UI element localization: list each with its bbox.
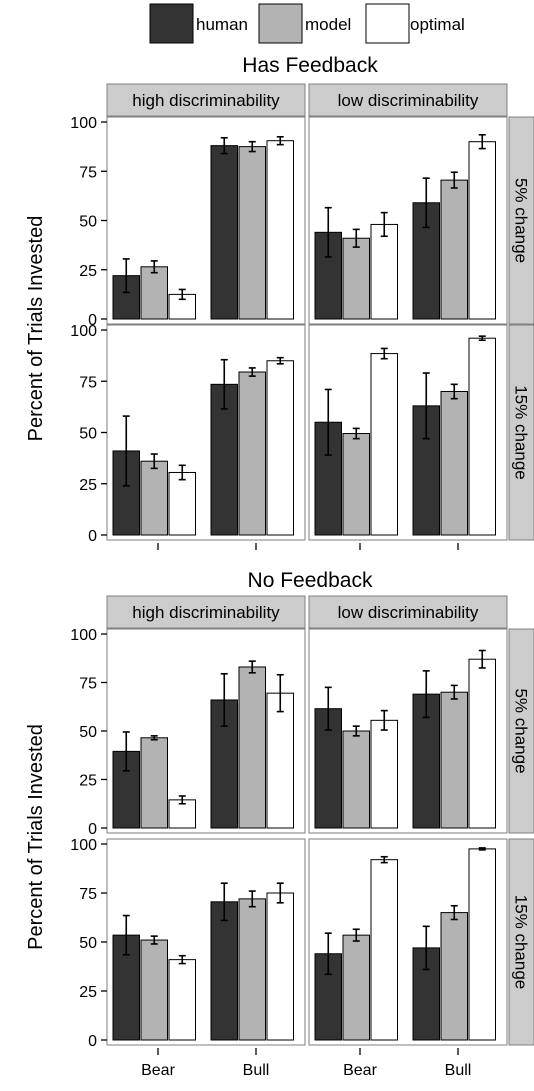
bar-optimal-bear: [370, 353, 398, 536]
y-tick-label: 75: [79, 374, 97, 391]
column-strip: [106, 83, 306, 117]
bar-model-bear: [140, 460, 168, 536]
bar-optimal-bull: [468, 337, 496, 536]
panel: [308, 324, 508, 541]
panel: 0 25 50 75 100: [70, 115, 306, 329]
panel: [308, 838, 508, 1046]
bar-model-bear: [342, 433, 370, 536]
bar-model-bull: [238, 666, 266, 829]
y-tick-label: 75: [79, 886, 97, 903]
y-tick-label: 75: [79, 164, 97, 181]
bar-model-bull: [238, 371, 266, 536]
bar-model-bull: [238, 146, 266, 320]
legend: human model optimal: [149, 3, 465, 44]
y-tick-label: 50: [79, 935, 97, 952]
bar-optimal-bull: [468, 848, 496, 1041]
bar-model-bull: [440, 179, 468, 320]
bar-optimal-bull: [266, 360, 294, 536]
column-strip: [106, 595, 306, 629]
y-tick-label: 0: [88, 1033, 97, 1050]
y-axis-label: Percent of Trials Invested: [25, 216, 47, 442]
bar-model-bear: [140, 266, 168, 320]
bar-human-bull: [210, 901, 238, 1041]
section-title: Has Feedback: [242, 54, 378, 77]
legend-swatch-human: [149, 3, 194, 44]
bar-optimal-bull: [266, 692, 294, 829]
row-strip: [508, 116, 534, 325]
bar-model-bull: [238, 898, 266, 1041]
bar-optimal-bull: [468, 658, 496, 829]
bar-optimal-bull: [266, 892, 294, 1041]
bar-model-bear: [342, 730, 370, 829]
legend-label-human: human: [196, 15, 248, 34]
bar-model-bear: [342, 934, 370, 1041]
chart-sections: Has Feedback high discriminability low dis…: [25, 54, 534, 1079]
panel: 0 25 50 75 100: [70, 837, 306, 1050]
column-strip-label: low discriminability: [338, 91, 479, 110]
x-tick-label: Bull: [445, 1062, 472, 1079]
section-no-feedback: No Feedback high discriminability low disc…: [25, 569, 534, 1079]
y-tick-label: 100: [70, 837, 97, 854]
section-has-feedback: Has Feedback high discriminability low dis…: [25, 54, 534, 550]
panel: [308, 628, 508, 834]
y-tick-label: 100: [70, 323, 97, 340]
y-tick-label: 100: [70, 115, 97, 132]
bar-human-bull: [210, 383, 238, 536]
column-strip-label: high discriminability: [132, 603, 280, 622]
row-strip-label: 5% change: [512, 178, 531, 263]
column-strip: [308, 595, 508, 629]
panel: 0 25 50 75 100: [70, 627, 306, 838]
bar-model-bull: [440, 691, 468, 829]
y-tick-label: 100: [70, 627, 97, 644]
panel: 0 25 50 75 100: [70, 323, 306, 545]
bar-optimal-bear: [370, 859, 398, 1041]
legend-swatch-optimal: [365, 3, 410, 44]
y-tick-label: 50: [79, 724, 97, 741]
row-strip: [508, 324, 534, 541]
column-strip-label: high discriminability: [132, 91, 280, 110]
y-tick-label: 50: [79, 214, 97, 231]
row-strip-label: 5% change: [512, 688, 531, 773]
y-tick-label: 25: [79, 263, 97, 280]
bar-model-bear: [342, 237, 370, 320]
row-strip-label: 15% change: [512, 895, 531, 990]
bar-optimal-bear: [370, 719, 398, 829]
legend-label-optimal: optimal: [410, 15, 465, 34]
row-strip-label: 15% change: [512, 385, 531, 480]
x-tick-label: Bull: [243, 1062, 270, 1079]
y-tick-label: 0: [88, 821, 97, 838]
bar-optimal-bear: [370, 223, 398, 320]
legend-label-model: model: [305, 15, 351, 34]
y-tick-label: 0: [88, 528, 97, 545]
panel: [308, 116, 508, 325]
y-tick-label: 0: [88, 312, 97, 329]
bar-optimal-bull: [266, 140, 294, 320]
y-axis-label: Percent of Trials Invested: [25, 724, 47, 950]
row-strip: [508, 628, 534, 834]
y-tick-label: 25: [79, 477, 97, 494]
bar-model-bull: [440, 391, 468, 536]
section-title: No Feedback: [248, 569, 373, 592]
bar-model-bear: [140, 737, 168, 829]
bar-optimal-bear: [168, 471, 196, 536]
bar-optimal-bull: [468, 141, 496, 320]
legend-swatch-model: [258, 3, 303, 44]
bar-human-bull: [210, 145, 238, 320]
y-tick-label: 50: [79, 426, 97, 443]
y-tick-label: 25: [79, 984, 97, 1001]
bar-model-bull: [440, 912, 468, 1041]
row-strip: [508, 838, 534, 1046]
x-tick-label: Bear: [343, 1062, 377, 1079]
y-tick-label: 75: [79, 676, 97, 693]
column-strip: [308, 83, 508, 117]
y-tick-label: 25: [79, 773, 97, 790]
x-tick-label: Bear: [141, 1062, 175, 1079]
bar-human-bull: [412, 405, 440, 536]
column-strip-label: low discriminability: [338, 603, 479, 622]
bar-model-bear: [140, 939, 168, 1041]
bar-optimal-bear: [168, 959, 196, 1041]
